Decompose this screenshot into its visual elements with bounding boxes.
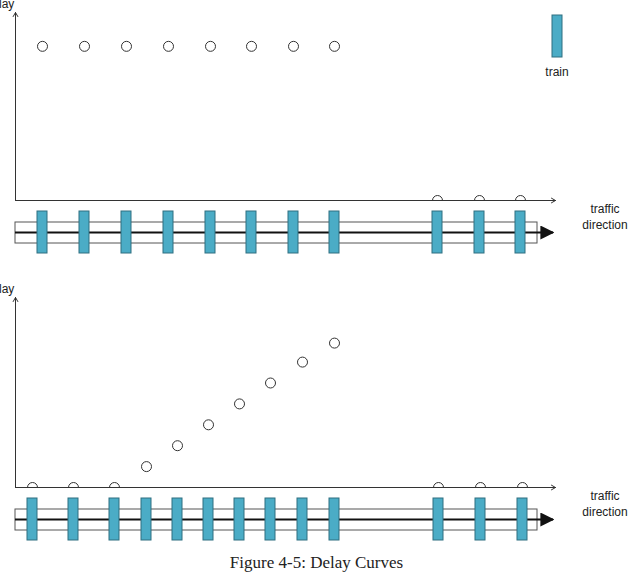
html-text:Figure 4-5: Delay Curves: Figure 4-5: Delay Curves [229,553,404,572]
svg-text:delay: delay [0,0,14,11]
svg-text:train: train [545,65,568,79]
svg-text:trafficdirection: trafficdirection [582,489,627,519]
svg-text:trafficdirection: trafficdirection [582,202,627,232]
svg-text:delay: delay [0,282,14,296]
